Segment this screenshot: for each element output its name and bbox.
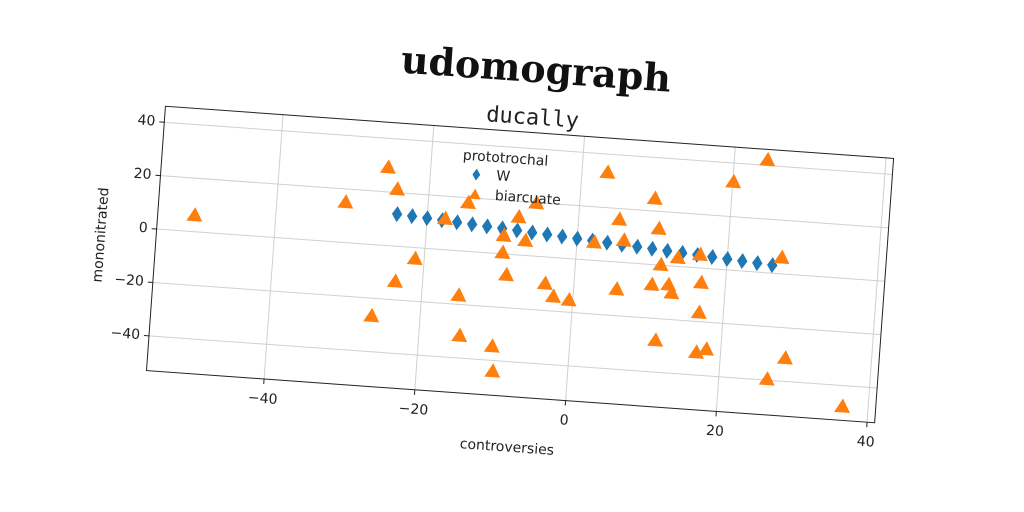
grid-line	[160, 175, 889, 229]
point	[585, 234, 602, 249]
point	[690, 304, 707, 320]
point	[536, 275, 553, 291]
point	[517, 232, 534, 248]
point	[406, 250, 423, 266]
point	[466, 216, 478, 233]
grid-line	[715, 147, 736, 412]
point	[652, 256, 669, 272]
grid-line	[156, 228, 885, 282]
point	[560, 291, 577, 307]
y-axis-label: mononitrated	[90, 187, 113, 283]
point	[542, 226, 553, 243]
chart-title: udomograph	[400, 37, 673, 101]
x-tick-label: −20	[398, 401, 429, 419]
y-tick-label: 20	[133, 166, 152, 183]
legend-label: W	[496, 168, 511, 185]
point	[773, 249, 790, 265]
point	[498, 266, 514, 282]
point	[615, 232, 632, 247]
y-tick-label: 0	[138, 220, 148, 237]
point	[758, 371, 775, 386]
legend-label: biarcuate	[494, 188, 561, 209]
y-tick-label: −40	[110, 325, 141, 343]
chart-subtitle: ducally	[485, 102, 579, 134]
point	[483, 338, 500, 353]
grid-line	[148, 335, 878, 389]
point	[528, 194, 545, 210]
point	[662, 242, 673, 259]
point	[363, 307, 380, 323]
point	[436, 210, 453, 226]
legend-marker	[468, 188, 481, 200]
point	[737, 253, 748, 270]
point	[421, 210, 433, 227]
point	[687, 344, 704, 359]
point	[572, 230, 583, 247]
point	[632, 238, 643, 255]
plot-frame	[145, 105, 895, 424]
point	[450, 287, 467, 302]
point	[647, 240, 658, 257]
point	[186, 207, 203, 222]
point	[460, 194, 476, 210]
point	[379, 159, 396, 174]
point	[602, 234, 613, 251]
point	[451, 327, 468, 343]
grid-line	[263, 114, 284, 380]
point	[643, 276, 660, 291]
point	[608, 281, 625, 296]
point	[481, 218, 493, 235]
point	[388, 181, 405, 196]
grid-line	[866, 157, 887, 423]
point	[386, 273, 403, 288]
point	[647, 332, 664, 347]
point	[646, 190, 663, 206]
grid-line	[414, 125, 435, 390]
point	[697, 341, 714, 356]
grid-line	[152, 281, 881, 336]
point	[725, 173, 742, 189]
x-tick-label: 40	[856, 434, 875, 451]
point	[759, 151, 776, 167]
x-tick-label: 20	[705, 423, 724, 440]
point	[752, 255, 763, 272]
point	[692, 274, 709, 290]
point	[669, 249, 686, 265]
x-axis-label: controversies	[459, 436, 554, 459]
x-tick-label: −40	[247, 390, 278, 408]
point	[337, 194, 354, 209]
legend-title: prototrochal	[462, 148, 548, 170]
x-tick-label: 0	[559, 412, 569, 429]
point	[776, 350, 793, 365]
point	[495, 227, 512, 242]
point	[484, 363, 501, 378]
point	[722, 251, 733, 267]
y-tick-label: 40	[137, 112, 156, 129]
point	[599, 164, 616, 179]
point	[496, 220, 508, 237]
grid-line	[565, 136, 586, 401]
point	[451, 214, 463, 231]
y-tick-label: −20	[114, 272, 145, 290]
point	[834, 398, 851, 414]
point	[510, 208, 527, 224]
point	[544, 288, 561, 303]
point	[691, 246, 708, 262]
point	[406, 208, 418, 225]
point	[557, 228, 568, 245]
point	[494, 244, 511, 260]
point	[663, 284, 680, 300]
point	[526, 224, 538, 241]
point	[611, 211, 628, 226]
point	[650, 220, 667, 236]
rotated-chart: udomograph ducally controversies mononit…	[90, 37, 895, 459]
point	[707, 248, 718, 265]
legend-marker	[472, 168, 481, 181]
point	[391, 206, 403, 223]
point	[511, 222, 523, 239]
